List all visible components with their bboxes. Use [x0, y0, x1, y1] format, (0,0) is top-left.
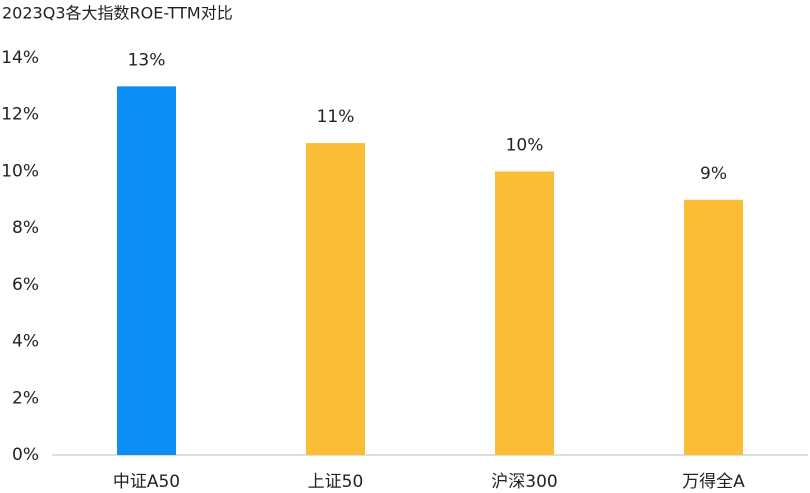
bar [117, 86, 176, 455]
y-tick-label: 12% [1, 105, 39, 125]
y-tick-label: 4% [12, 332, 39, 352]
bar [306, 143, 365, 456]
y-tick-label: 8% [12, 218, 39, 238]
y-tick-label: 2% [12, 388, 39, 408]
chart-title: 2023Q3各大指数ROE-TTM对比 [2, 4, 233, 23]
x-tick-label: 万得全A [682, 472, 745, 492]
data-label: 10% [506, 135, 544, 155]
data-label: 11% [317, 107, 355, 127]
y-tick-label: 6% [12, 275, 39, 295]
y-tick-label: 14% [1, 48, 39, 68]
x-tick-label: 中证A50 [113, 472, 180, 492]
y-tick-label: 10% [1, 161, 39, 181]
data-label: 13% [128, 50, 166, 70]
x-tick-label: 上证50 [308, 472, 364, 492]
y-tick-label: 0% [12, 445, 39, 465]
bar [495, 171, 554, 455]
bar [684, 199, 743, 455]
x-tick-label: 沪深300 [491, 472, 557, 492]
data-label: 9% [700, 164, 727, 184]
